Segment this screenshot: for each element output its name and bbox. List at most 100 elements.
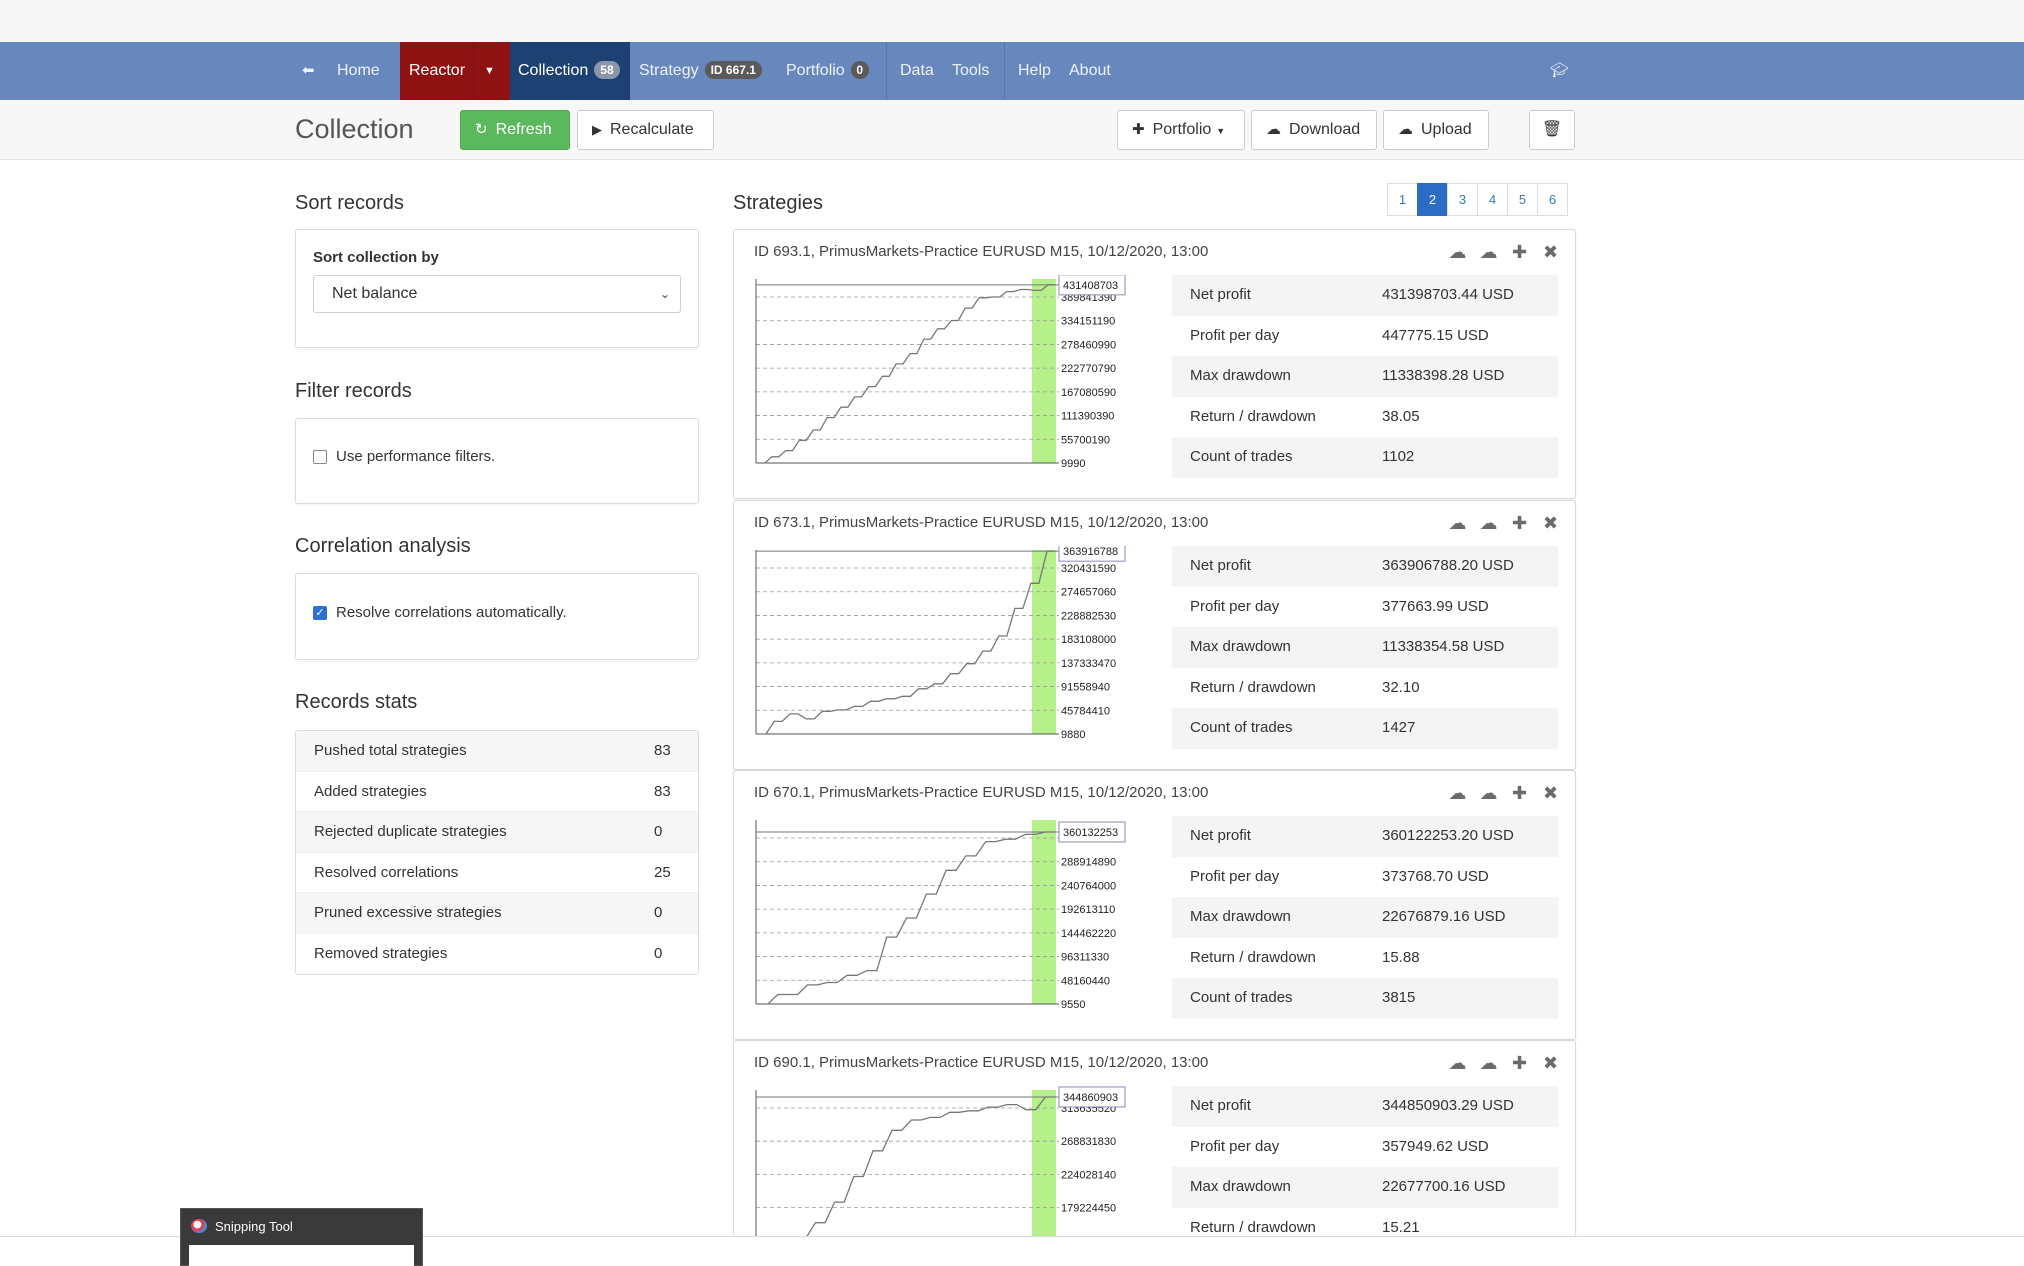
resolve-correlations-checkbox[interactable]: ✓ [313, 606, 327, 620]
page-link-3[interactable]: 3 [1447, 183, 1478, 216]
snipping-tool-window[interactable]: Snipping Tool [180, 1208, 423, 1266]
plus-icon[interactable]: ✚ [1511, 1053, 1528, 1073]
page-link-1[interactable]: 1 [1387, 183, 1418, 216]
chevron-down-icon: ▼ [1216, 126, 1226, 136]
metric-row: Max drawdown 22676879.16 USD [1172, 897, 1558, 938]
cloud-upload-icon[interactable]: ☁ [1448, 513, 1467, 533]
cloud-download-icon[interactable]: ☁ [1479, 513, 1498, 533]
portfolio-dropdown-button[interactable]: ✚ Portfolio ▼ [1117, 110, 1245, 150]
metric-row: Return / drawdown 15.21 [1172, 1208, 1558, 1237]
page-link-5[interactable]: 5 [1507, 183, 1538, 216]
balance-line [758, 550, 1055, 735]
stat-name: Pruned excessive strategies [314, 904, 502, 921]
main-navbar: ⬅ Home Reactor ▼ Collection 58 Strategy ID… [0, 42, 2024, 100]
current-balance-label: 431408703 [1063, 280, 1118, 292]
metric-name: Count of trades [1190, 989, 1293, 1006]
strategy-metrics: Net profit 344850903.29 USD Profit per da… [1172, 1086, 1558, 1236]
download-button-label: Download [1289, 121, 1361, 138]
balance-chart: 3852166702889148902407640001926131101444… [755, 820, 1126, 1011]
metric-value: 373768.70 USD [1382, 867, 1489, 885]
nav-help[interactable]: Help [1018, 62, 1051, 79]
performance-filters-checkbox[interactable] [313, 450, 327, 464]
metric-row: Net profit 344850903.29 USD [1172, 1086, 1558, 1127]
current-balance-box [1058, 275, 1126, 296]
metric-row: Net profit 363906788.20 USD [1172, 546, 1558, 587]
card-actions: ☁ ☁ ✚ ✖ [1442, 783, 1566, 804]
cloud-download-icon[interactable]: ☁ [1479, 1053, 1498, 1073]
metric-name: Profit per day [1190, 1137, 1280, 1155]
refresh-button[interactable]: ↻ Refresh [460, 110, 570, 150]
y-tick-label: 96311330 [1061, 952, 1109, 964]
balance-line [758, 831, 1055, 1005]
metric-name: Profit per day [1190, 326, 1280, 344]
page-link-4[interactable]: 4 [1477, 183, 1508, 216]
cloud-upload-icon: ☁ [1398, 121, 1413, 138]
reactor-dropdown-caret-icon[interactable]: ▼ [484, 65, 495, 77]
page-link-2[interactable]: 2 [1417, 183, 1448, 216]
records-stats-table: Pushed total strategies 83 Added strategi… [295, 730, 699, 975]
metric-value: 11338354.58 USD [1382, 638, 1505, 655]
cloud-download-icon[interactable]: ☁ [1479, 783, 1498, 803]
nav-home[interactable]: Home [337, 62, 380, 79]
close-icon[interactable]: ✖ [1542, 1053, 1559, 1073]
graduation-cap-icon[interactable]: 🎓︎ [1550, 62, 1570, 79]
nav-reactor[interactable]: Reactor [409, 62, 466, 79]
close-icon[interactable]: ✖ [1542, 783, 1559, 803]
metric-value: 15.88 [1382, 948, 1420, 966]
stat-name: Pushed total strategies [314, 742, 467, 759]
close-icon[interactable]: ✖ [1542, 242, 1559, 262]
plus-icon[interactable]: ✚ [1511, 242, 1528, 262]
nav-about[interactable]: About [1069, 62, 1111, 79]
strategy-card-title: ID 690.1, PrimusMarkets-Practice EURUSD … [754, 1054, 1209, 1071]
window-top-strip [0, 0, 2024, 42]
trash-icon: 🗑︎ [1541, 121, 1563, 138]
recalculate-button[interactable]: ▶ Recalculate [577, 110, 714, 150]
metric-row: Max drawdown 11338398.28 USD [1172, 356, 1558, 397]
nav-data[interactable]: Data [900, 62, 934, 79]
cloud-upload-icon[interactable]: ☁ [1448, 242, 1467, 262]
cloud-upload-icon[interactable]: ☁ [1448, 783, 1467, 803]
back-arrow-icon[interactable]: ⬅ [302, 62, 315, 79]
download-button[interactable]: ☁ Download [1251, 110, 1377, 150]
nav-tools[interactable]: Tools [952, 62, 990, 79]
strategy-card-title: ID 693.1, PrimusMarkets-Practice EURUSD … [754, 243, 1209, 260]
cloud-download-icon[interactable]: ☁ [1479, 242, 1498, 262]
metric-row: Net profit 431398703.44 USD [1172, 275, 1558, 316]
y-tick-label: 45784410 [1061, 705, 1110, 717]
plus-icon[interactable]: ✚ [1511, 513, 1528, 533]
stat-value: 83 [654, 742, 671, 759]
plus-icon[interactable]: ✚ [1511, 783, 1528, 803]
stats-row: Resolved correlations 25 [296, 853, 698, 893]
metric-row: Return / drawdown 15.88 [1172, 938, 1558, 979]
nav-collection[interactable]: Collection 58 [518, 42, 620, 100]
cloud-upload-icon[interactable]: ☁ [1448, 1053, 1467, 1073]
metric-value: 344850903.29 USD [1382, 1097, 1514, 1114]
y-tick-label: 288914890 [1061, 857, 1116, 869]
y-tick-label: 167080590 [1061, 387, 1116, 399]
metric-row: Profit per day 447775.15 USD [1172, 316, 1558, 357]
upload-button[interactable]: ☁ Upload [1383, 110, 1489, 150]
y-tick-label: 9550 [1061, 999, 1085, 1011]
performance-filters-label: Use performance filters. [336, 448, 496, 465]
metric-row: Profit per day 357949.62 USD [1172, 1127, 1558, 1168]
strategy-metrics: Net profit 363906788.20 USD Profit per da… [1172, 546, 1558, 749]
stats-row: Pushed total strategies 83 [296, 731, 698, 772]
nav-portfolio[interactable]: Portfolio 0 [786, 42, 869, 100]
close-icon[interactable]: ✖ [1542, 513, 1559, 533]
metric-value: 363906788.20 USD [1382, 557, 1514, 574]
metric-name: Count of trades [1190, 719, 1293, 736]
metric-row: Count of trades 3815 [1172, 978, 1558, 1019]
nav-strategy[interactable]: Strategy ID 667.1 [639, 42, 762, 100]
y-tick-label: 192613110 [1061, 904, 1115, 916]
delete-collection-button[interactable]: 🗑︎ [1529, 110, 1575, 150]
y-tick-label: 183108000 [1061, 634, 1116, 646]
plus-icon: ✚ [1132, 121, 1145, 138]
page-link-6[interactable]: 6 [1537, 183, 1568, 216]
sort-collection-select[interactable]: Net balance ⌄ [313, 275, 681, 313]
y-tick-label: 55700190 [1061, 434, 1110, 446]
portfolio-button-label: Portfolio [1152, 121, 1212, 138]
upload-button-label: Upload [1421, 121, 1472, 138]
strategies-title: Strategies [733, 192, 824, 214]
balance-line [758, 284, 1055, 464]
current-balance-box [1058, 1086, 1126, 1108]
